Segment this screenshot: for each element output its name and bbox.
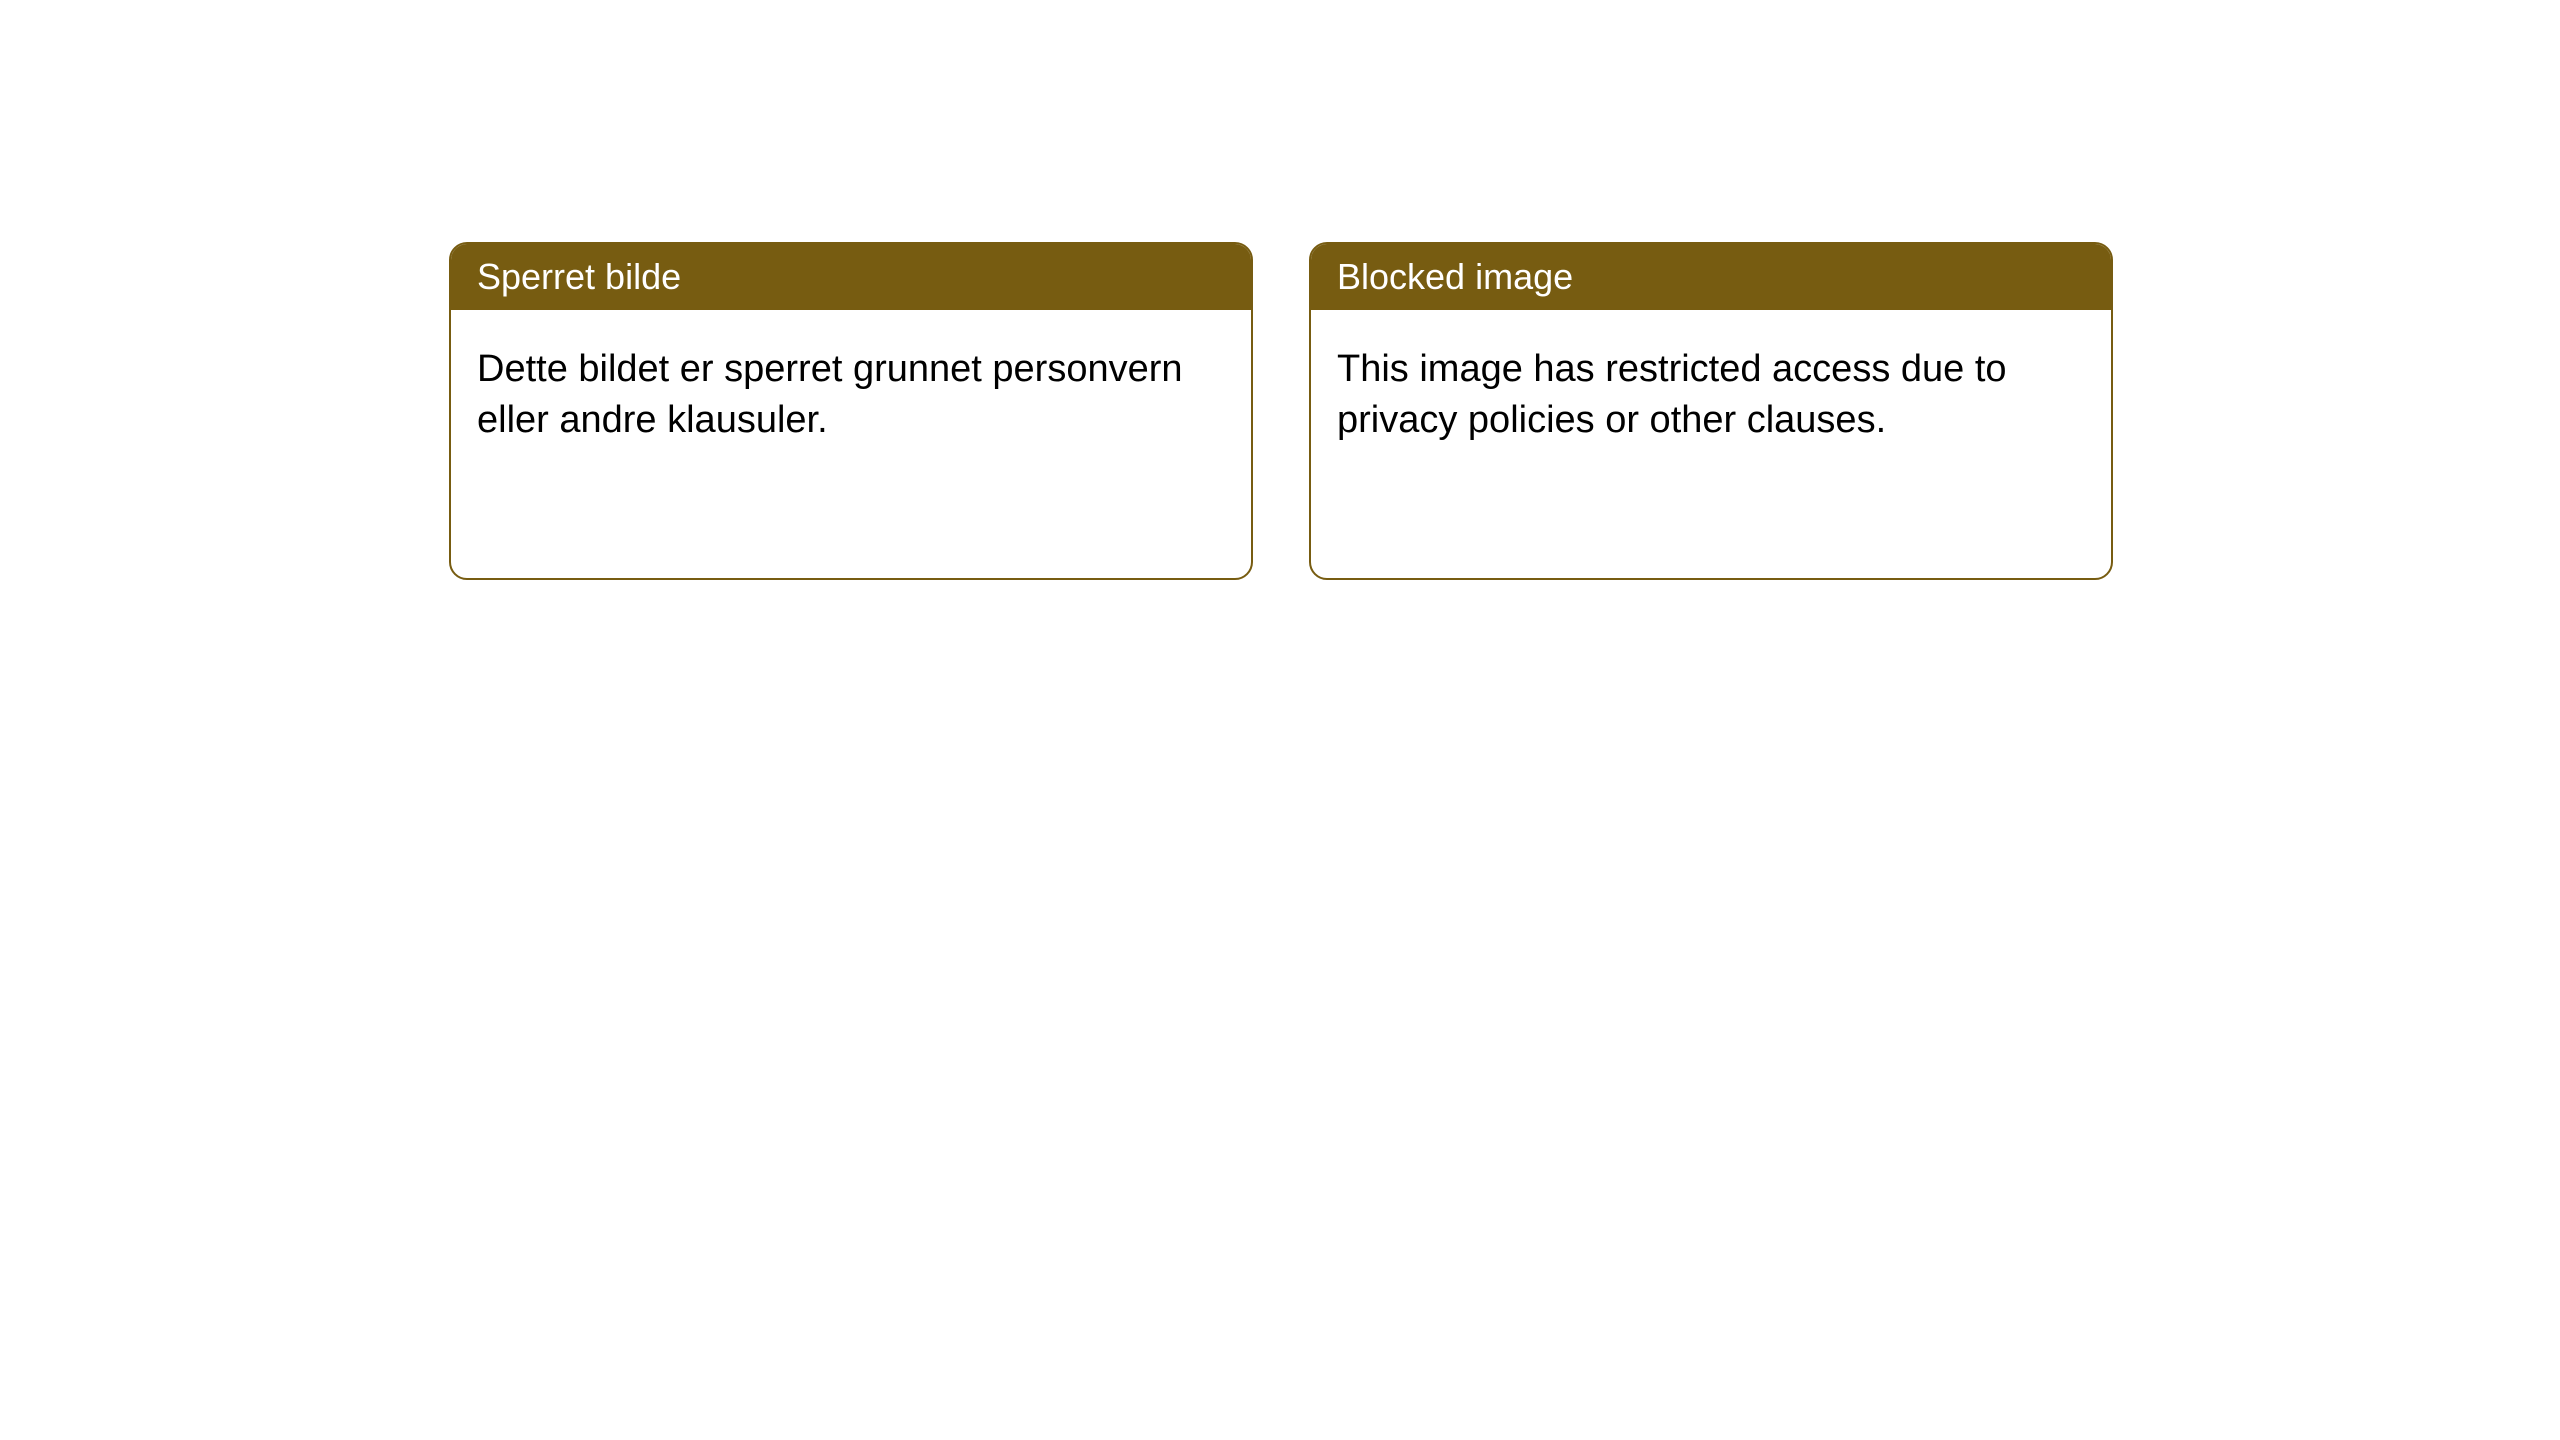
notice-box-en: Blocked image This image has restricted … — [1309, 242, 2113, 580]
notice-box-no: Sperret bilde Dette bildet er sperret gr… — [449, 242, 1253, 580]
notice-body-no: Dette bildet er sperret grunnet personve… — [451, 310, 1251, 578]
notice-container: Sperret bilde Dette bildet er sperret gr… — [449, 242, 2113, 580]
notice-header-en: Blocked image — [1311, 244, 2111, 310]
notice-body-en: This image has restricted access due to … — [1311, 310, 2111, 578]
notice-header-no: Sperret bilde — [451, 244, 1251, 310]
